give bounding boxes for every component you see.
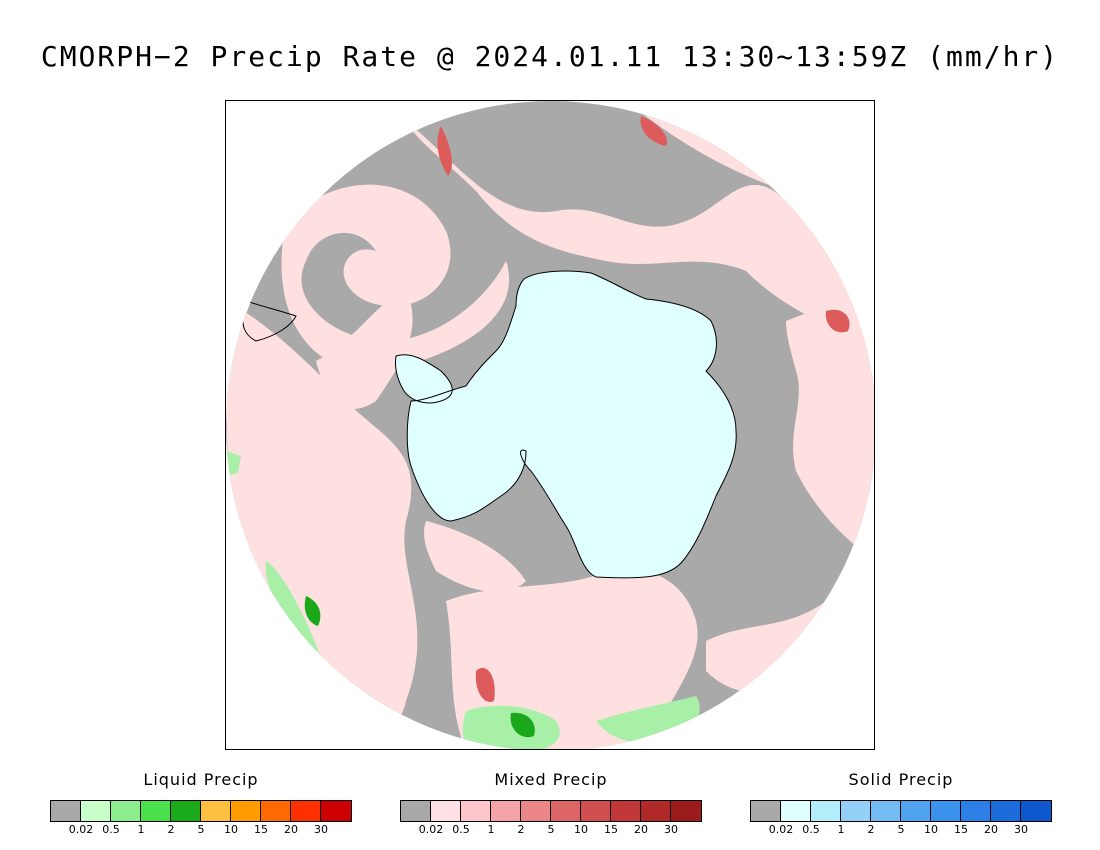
tick-label: 0.5 xyxy=(102,823,120,836)
color-swatch xyxy=(431,801,461,821)
color-swatch xyxy=(1021,801,1051,821)
tick-label: 10 xyxy=(224,823,238,836)
liquid-precip-core-west xyxy=(304,596,321,626)
map-title: CMORPH−2 Precip Rate @ 2024.01.11 13:30~… xyxy=(40,40,1060,73)
tick-label: 0.02 xyxy=(768,823,794,836)
tick-label: 2 xyxy=(867,823,875,836)
color-swatch xyxy=(871,801,901,821)
tick-label: 15 xyxy=(954,823,968,836)
legend-solid-precip: Solid Precip 0.02 0.5 1 2 5 10 15 20 30 xyxy=(750,770,1052,840)
tick-label: 1 xyxy=(137,823,145,836)
color-swatch xyxy=(321,801,351,821)
liquid-precip-patch-south xyxy=(462,705,560,749)
mixed-precip-core-east xyxy=(825,309,850,333)
tick-label: 15 xyxy=(254,823,268,836)
tick-label: 5 xyxy=(897,823,905,836)
map-frame xyxy=(225,100,875,750)
color-scale xyxy=(50,800,352,822)
tick-label: 20 xyxy=(634,823,648,836)
color-swatch xyxy=(671,801,701,821)
color-swatch xyxy=(231,801,261,821)
antarctica-coastline xyxy=(395,270,737,579)
legend-title: Liquid Precip xyxy=(143,770,259,789)
color-swatch xyxy=(51,801,81,821)
color-swatch xyxy=(581,801,611,821)
mixed-precip-region-south xyxy=(446,568,698,749)
tick-label: 5 xyxy=(197,823,205,836)
color-swatch xyxy=(81,801,111,821)
tick-labels: 0.02 0.5 1 2 5 10 15 20 30 xyxy=(750,823,1052,837)
legend-mixed-precip: Mixed Precip 0.02 0.5 1 2 5 10 15 20 30 xyxy=(400,770,702,840)
tick-label: 10 xyxy=(574,823,588,836)
tick-label: 1 xyxy=(487,823,495,836)
color-swatch xyxy=(291,801,321,821)
color-swatch xyxy=(111,801,141,821)
tick-label: 10 xyxy=(924,823,938,836)
color-swatch xyxy=(811,801,841,821)
tick-label: 0.5 xyxy=(452,823,470,836)
color-swatch xyxy=(461,801,491,821)
color-swatch xyxy=(491,801,521,821)
tick-label: 20 xyxy=(284,823,298,836)
color-swatch xyxy=(641,801,671,821)
mixed-precip-core-north xyxy=(437,126,452,176)
tick-label: 0.02 xyxy=(68,823,94,836)
color-swatch xyxy=(781,801,811,821)
antarctic-peninsula xyxy=(395,354,453,403)
color-swatch xyxy=(901,801,931,821)
tick-labels: 0.02 0.5 1 2 5 10 15 20 30 xyxy=(400,823,702,837)
tick-label: 30 xyxy=(664,823,678,836)
legend-title: Solid Precip xyxy=(848,770,954,789)
tick-labels: 0.02 0.5 1 2 5 10 15 20 30 xyxy=(50,823,352,837)
color-scale xyxy=(750,800,1052,822)
tick-label: 30 xyxy=(314,823,328,836)
color-swatch xyxy=(841,801,871,821)
legend-title: Mixed Precip xyxy=(494,770,608,789)
tick-label: 0.5 xyxy=(802,823,820,836)
color-swatch xyxy=(401,801,431,821)
liquid-precip-core-south xyxy=(510,712,535,738)
tick-label: 2 xyxy=(517,823,525,836)
mixed-precip-streaks-west xyxy=(316,291,413,409)
mixed-precip-band-north xyxy=(406,121,874,341)
liquid-precip-sliver-west xyxy=(226,451,241,476)
color-swatch xyxy=(201,801,231,821)
color-swatch xyxy=(521,801,551,821)
mixed-precip-core-south xyxy=(475,667,495,702)
color-swatch xyxy=(261,801,291,821)
tick-label: 15 xyxy=(604,823,618,836)
color-swatch xyxy=(551,801,581,821)
color-swatch xyxy=(141,801,171,821)
tick-label: 30 xyxy=(1014,823,1028,836)
mixed-precip-band-southwest xyxy=(424,521,526,592)
mixed-precip-band-east xyxy=(786,303,874,561)
precip-map xyxy=(226,101,874,749)
color-swatch xyxy=(931,801,961,821)
tick-label: 2 xyxy=(167,823,175,836)
south-america-coastline xyxy=(242,300,297,342)
mixed-precip-swirl-northwest xyxy=(281,184,510,372)
color-swatch xyxy=(991,801,1021,821)
color-swatch xyxy=(751,801,781,821)
color-swatch xyxy=(611,801,641,821)
mixed-precip-core-northeast xyxy=(640,116,667,146)
color-swatch xyxy=(961,801,991,821)
antarctica-ice-sheet xyxy=(407,271,737,578)
tick-label: 0.02 xyxy=(418,823,444,836)
color-scale xyxy=(400,800,702,822)
color-swatch xyxy=(171,801,201,821)
tick-label: 5 xyxy=(547,823,555,836)
legend-liquid-precip: Liquid Precip 0.02 0.5 1 2 5 10 15 20 30 xyxy=(50,770,352,840)
tick-label: 20 xyxy=(984,823,998,836)
tick-label: 1 xyxy=(837,823,845,836)
